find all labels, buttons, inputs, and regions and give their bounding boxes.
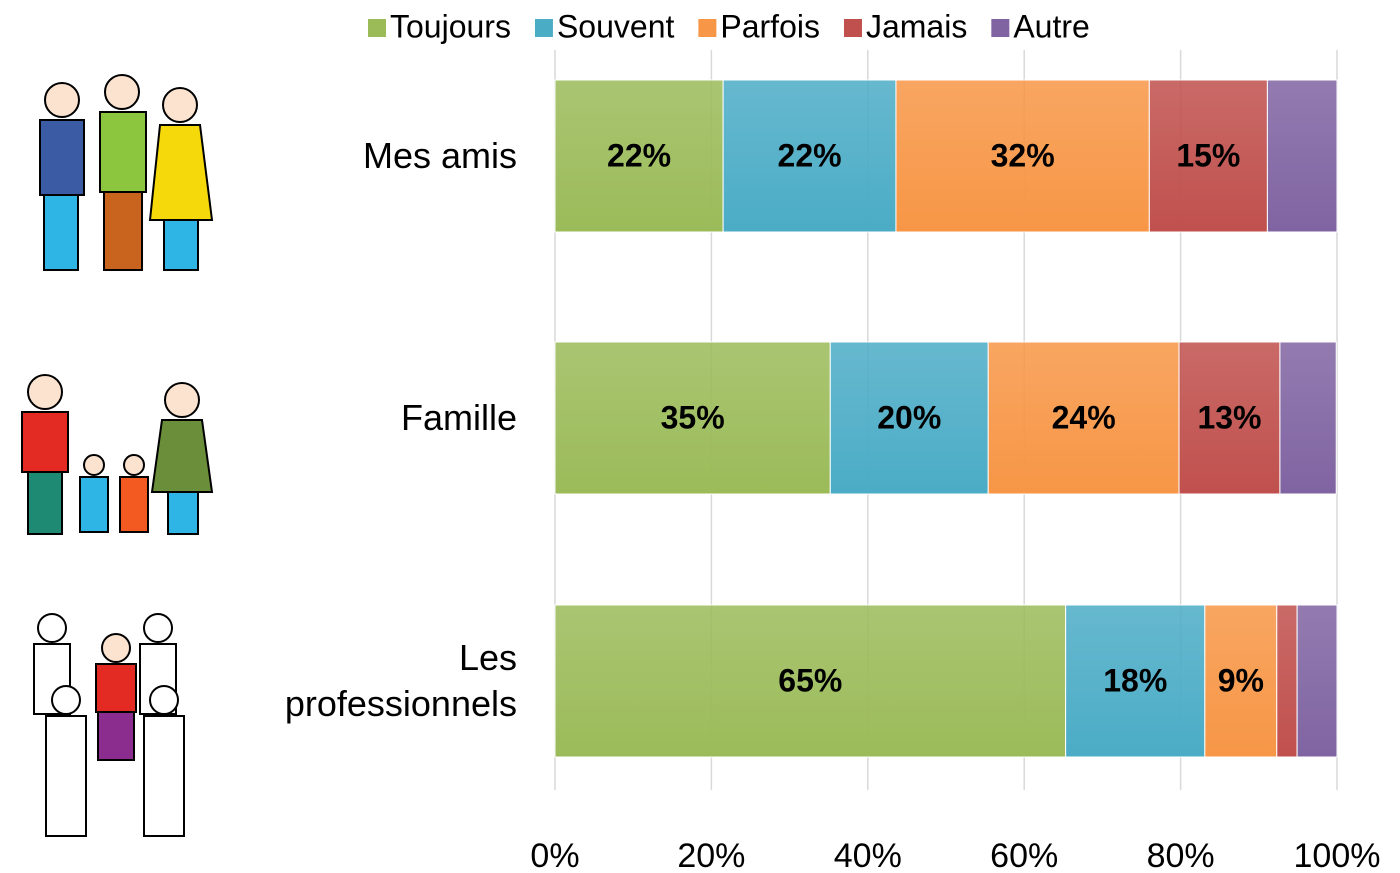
data-label: 13% <box>1197 399 1261 435</box>
chart: 0% 20% 40% 60% 80% 100% 22% 22% 32% 15% 35% 20% 24% 1… <box>0 0 1400 873</box>
x-tick-label: 40% <box>834 837 902 873</box>
legend-label: Souvent <box>557 8 675 44</box>
x-tick-label: 60% <box>990 837 1058 873</box>
x-tick-label: 20% <box>677 837 745 873</box>
category-label: Mes amis <box>217 133 517 179</box>
legend-swatch <box>368 19 386 37</box>
data-label: 22% <box>778 137 842 173</box>
pictogram-friends <box>40 75 212 270</box>
pictogram-professionals <box>34 614 184 836</box>
data-label: 22% <box>607 137 671 173</box>
bar-segment <box>1297 605 1337 757</box>
bar-segment <box>1277 605 1297 757</box>
data-label: 32% <box>991 137 1055 173</box>
data-label: 20% <box>877 399 941 435</box>
x-tick-label: 80% <box>1147 837 1215 873</box>
bar-segment <box>1267 80 1337 232</box>
legend-swatch <box>535 19 553 37</box>
legend-swatch <box>698 19 716 37</box>
legend-label: Jamais <box>866 8 967 44</box>
legend-swatch <box>991 19 1009 37</box>
data-label: 24% <box>1052 399 1116 435</box>
category-label: Famille <box>217 395 517 441</box>
data-label: 18% <box>1103 662 1167 698</box>
x-tick-label: 0% <box>530 837 579 873</box>
legend-label: Parfois <box>720 8 820 44</box>
pictogram-family <box>22 375 212 534</box>
data-label: 15% <box>1176 137 1240 173</box>
page: {"chart_data": {"type": "stacked-bar-hor… <box>0 0 1400 873</box>
data-label: 9% <box>1218 662 1264 698</box>
legend-label: Autre <box>1013 8 1089 44</box>
legend-label: Toujours <box>390 8 511 44</box>
data-label: 35% <box>661 399 725 435</box>
x-tick-label: 100% <box>1294 837 1381 873</box>
legend-swatch <box>844 19 862 37</box>
category-label: Les professionnels <box>217 635 517 727</box>
data-label: 65% <box>778 662 842 698</box>
bar-segment <box>1280 342 1336 494</box>
